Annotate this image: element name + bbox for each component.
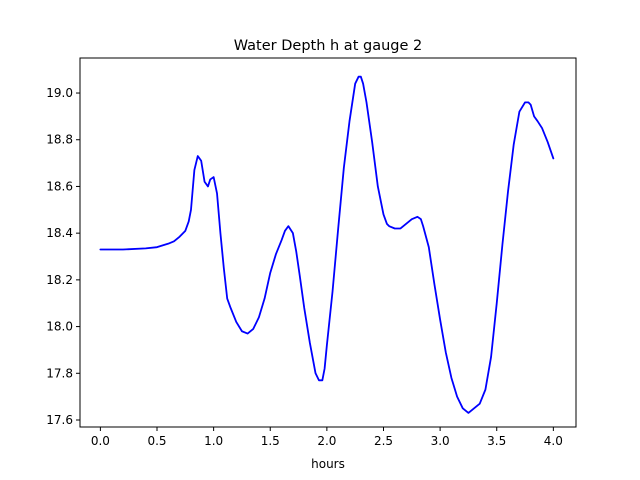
x-axis-label: hours	[311, 457, 345, 471]
x-tick-label: 3.5	[487, 434, 506, 448]
plot-area: 0.0 0.5 1.0 1.5 2.0 2.5 3.0 3.5 4.0 17.6 17.8 18.0 1…	[46, 57, 577, 448]
x-tick-label: 2.0	[317, 434, 336, 448]
x-tick-label: 0.0	[91, 434, 110, 448]
series-line-0	[99, 75, 555, 414]
y-tick-label: 18.4	[46, 226, 73, 240]
x-tick-label: 0.5	[147, 434, 166, 448]
x-tick-label: 2.5	[374, 434, 393, 448]
chart-title: Water Depth h at gauge 2	[234, 38, 422, 54]
y-tick-label: 19.0	[46, 86, 73, 100]
y-tick-label: 18.2	[46, 273, 73, 287]
y-tick-label: 18.0	[46, 320, 73, 334]
axes-frame	[79, 57, 577, 428]
y-tick-label: 17.8	[46, 366, 73, 380]
y-tick-label: 18.8	[46, 133, 73, 147]
x-tick-label: 4.0	[544, 434, 563, 448]
y-tick-label: 17.6	[46, 413, 73, 427]
x-tick-label: 1.5	[261, 434, 280, 448]
y-tick-label: 18.6	[46, 179, 73, 193]
x-tick-label: 1.0	[204, 434, 223, 448]
x-tick-label: 3.0	[431, 434, 450, 448]
